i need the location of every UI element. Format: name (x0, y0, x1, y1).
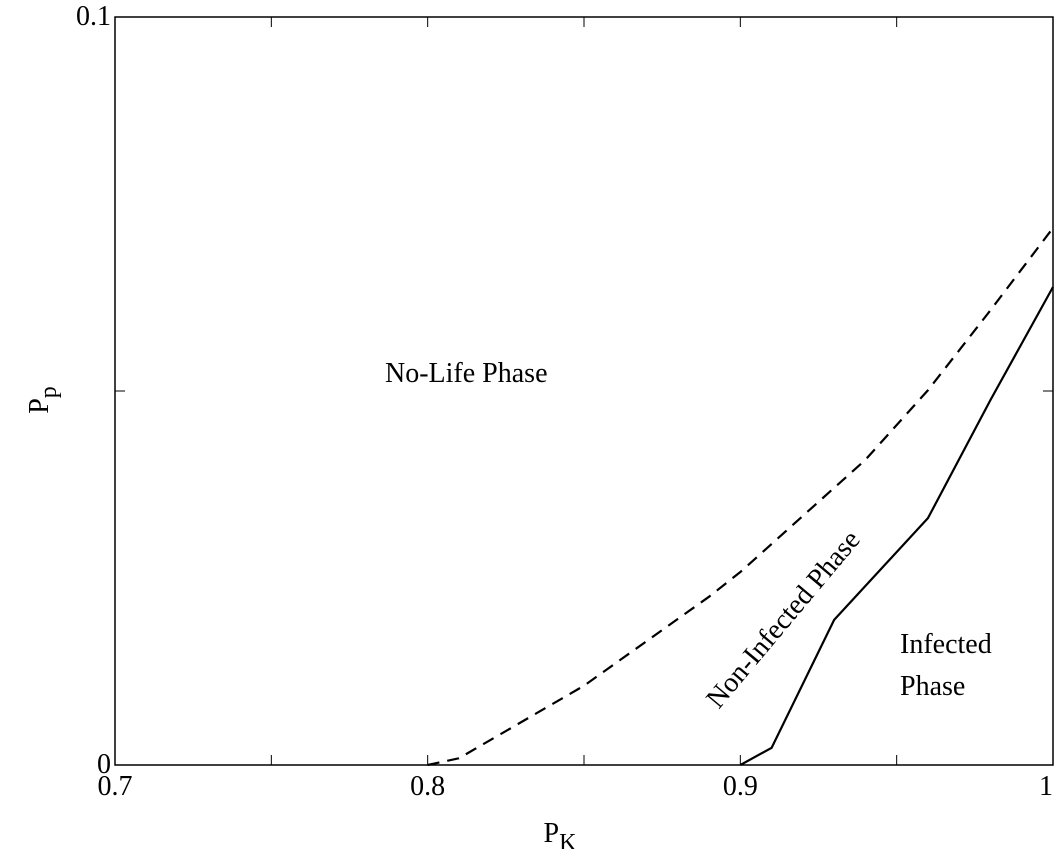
y-tick-label: 0.1 (76, 1, 111, 32)
annotation: Phase (900, 671, 965, 702)
x-axis-label: PK (544, 818, 578, 849)
y-axis-label: Pp (24, 386, 62, 414)
y-axis-label-main: P (24, 398, 55, 414)
x-tick-label: 0.7 (98, 771, 133, 802)
y-axis-label-sub: p (36, 386, 62, 398)
phase-boundary (427, 227, 1054, 767)
phase-boundary (739, 286, 1054, 766)
x-tick-label: 1 (1039, 771, 1053, 802)
y-tick-label: 0 (97, 749, 111, 780)
annotation: No-Life Phase (385, 358, 548, 389)
x-axis-label-sub: K (559, 830, 577, 849)
annotation: Infected (900, 629, 992, 660)
x-tick-label: 0.9 (723, 771, 758, 802)
x-axis-label-main: P (544, 818, 560, 849)
x-tick-label: 0.8 (410, 771, 445, 802)
annotation: Non-Infected Phase (700, 525, 866, 715)
